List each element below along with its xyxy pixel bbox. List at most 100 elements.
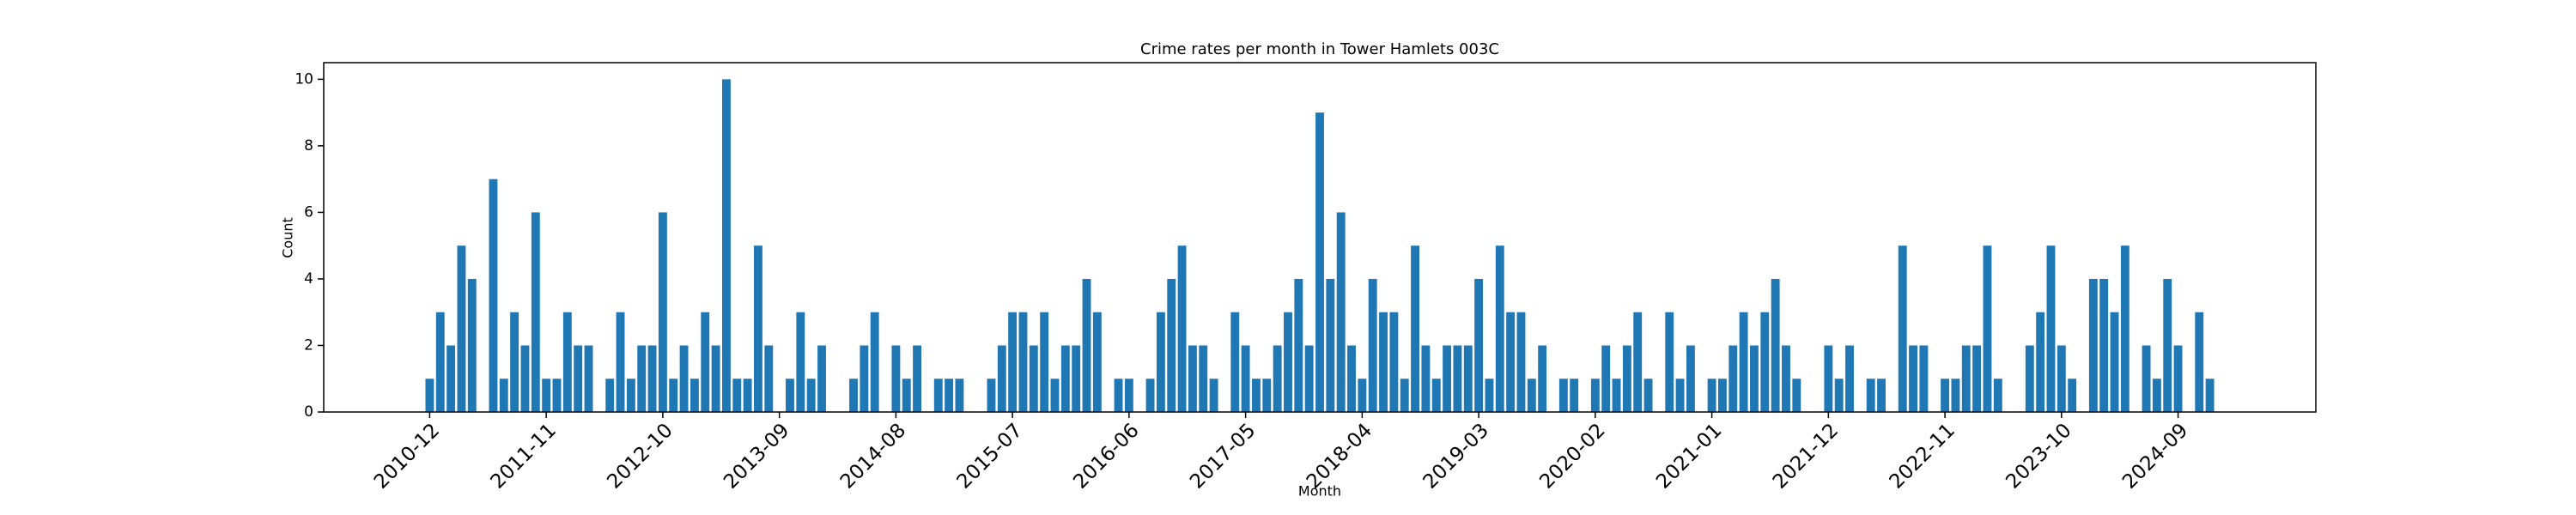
bar: [467, 278, 477, 412]
x-axis-label: Month: [1298, 483, 1341, 500]
bar: [1368, 278, 1377, 412]
bar: [1824, 345, 1833, 412]
bar: [2195, 312, 2204, 412]
bar: [489, 179, 498, 412]
bar: [679, 345, 689, 412]
bar: [1029, 345, 1038, 412]
bar: [637, 345, 647, 412]
bar: [1273, 345, 1282, 412]
bar: [2152, 379, 2161, 412]
bar: [2068, 379, 2077, 412]
bar: [1527, 379, 1536, 412]
bar: [1114, 379, 1123, 412]
bar: [1590, 379, 1600, 412]
y-tick-label: 10: [295, 70, 313, 88]
bar: [849, 379, 858, 412]
bar: [732, 379, 742, 412]
bar: [1633, 312, 1643, 412]
bar: [1760, 312, 1770, 412]
bar: [1199, 345, 1208, 412]
bar: [1771, 278, 1780, 412]
bar: [626, 379, 635, 412]
bar: [2036, 312, 2045, 412]
bar: [2173, 345, 2183, 412]
y-tick-label: 8: [304, 137, 313, 154]
bar: [1347, 345, 1356, 412]
bar: [1209, 379, 1218, 412]
bar: [764, 345, 774, 412]
bar: [1400, 379, 1409, 412]
bar: [1495, 245, 1504, 412]
bar: [1845, 345, 1854, 412]
bar: [1145, 379, 1155, 412]
bar: [1750, 345, 1759, 412]
bar: [1516, 312, 1526, 412]
bar: [1983, 245, 1992, 412]
bar: [913, 345, 921, 412]
bar: [2057, 345, 2066, 412]
bar: [1389, 312, 1399, 412]
bar: [955, 379, 964, 412]
bar: [1188, 345, 1197, 412]
bar: [722, 79, 731, 412]
bar: [1294, 278, 1303, 412]
bar: [1177, 245, 1187, 412]
bar: [987, 379, 996, 412]
bar: [2163, 278, 2172, 412]
bar: [1463, 345, 1473, 412]
bar: [1284, 312, 1292, 412]
bar: [1040, 312, 1049, 412]
bar: [1379, 312, 1388, 412]
bar: [817, 345, 826, 412]
bar: [711, 345, 720, 412]
y-tick-label: 2: [304, 336, 313, 354]
bar: [701, 312, 710, 412]
bar: [1972, 345, 1982, 412]
bar: [1782, 345, 1790, 412]
bar: [2088, 278, 2098, 412]
bar: [1008, 312, 1018, 412]
bar: [796, 312, 805, 412]
bar: [933, 379, 943, 412]
bar: [1993, 379, 2002, 412]
bar: [1336, 212, 1346, 412]
bar: [2120, 245, 2129, 412]
bar: [2099, 278, 2109, 412]
bar: [531, 212, 540, 412]
bar: [870, 312, 879, 412]
bar: [1538, 345, 1547, 412]
bar: [1485, 379, 1494, 412]
bar: [1643, 379, 1653, 412]
bar: [945, 379, 954, 412]
bar: [1241, 345, 1250, 412]
bar: [1961, 345, 1971, 412]
plot-frame: [323, 62, 2317, 413]
chart-title: Crime rates per month in Tower Hamlets 0…: [1140, 40, 1499, 58]
bar: [1866, 379, 1875, 412]
bar: [435, 312, 445, 412]
bar: [1834, 379, 1844, 412]
bar: [447, 345, 456, 412]
bar: [1252, 379, 1261, 412]
bar: [1304, 345, 1314, 412]
bar: [1898, 245, 1907, 412]
bar: [1558, 379, 1568, 412]
bar: [1718, 379, 1727, 412]
bar: [1230, 312, 1240, 412]
bar: [1018, 312, 1028, 412]
y-tick-label: 0: [304, 403, 313, 421]
bar: [1326, 278, 1335, 412]
bar: [1262, 379, 1272, 412]
bar: [1665, 312, 1674, 412]
bar: [520, 345, 530, 412]
bar: [1601, 345, 1611, 412]
bar: [891, 345, 901, 412]
bar: [1082, 278, 1091, 412]
bar: [754, 245, 762, 412]
bar: [1728, 345, 1738, 412]
bar: [1474, 278, 1484, 412]
bar: [499, 379, 508, 412]
bar: [1707, 379, 1716, 412]
bar: [1050, 379, 1060, 412]
